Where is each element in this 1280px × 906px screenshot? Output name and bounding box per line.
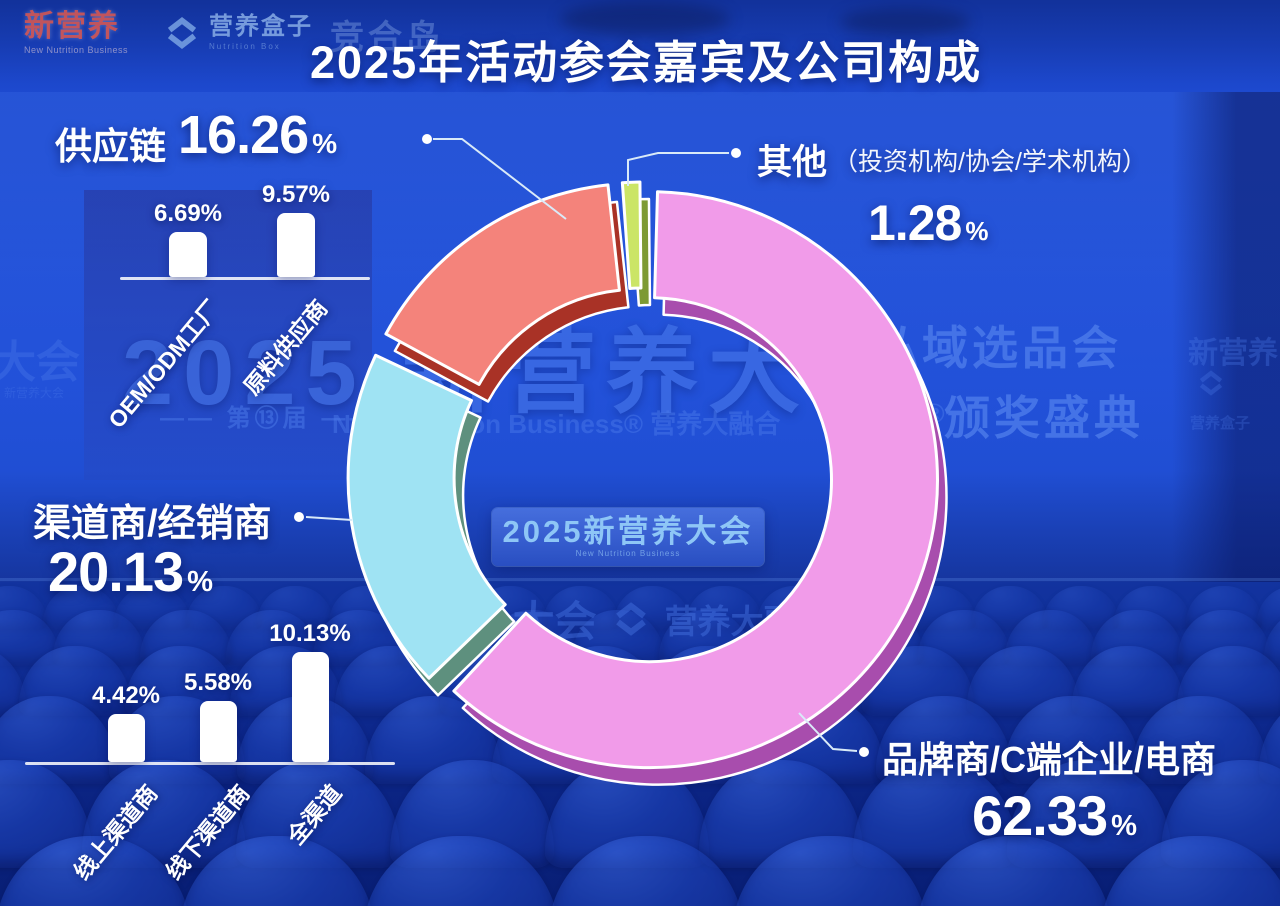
leader-dot-others — [731, 148, 741, 158]
leader-brand — [798, 712, 858, 752]
donut-segment-brand — [452, 190, 939, 770]
nutrition-box-logo-title: 营养盒子 — [209, 13, 313, 40]
supply-chain-bar-chart: 6.69% OEM/ODM工厂 9.57% 原料供应商 — [103, 180, 370, 480]
backdrop-left-fragment-sub: 新营养大会 — [4, 386, 65, 400]
nutrition-box-diamond-icon — [615, 601, 646, 636]
supply-chain-value-digits: 16.26 — [178, 105, 309, 165]
backdrop-edition-text: —— 第⑬届 —— — [160, 405, 378, 432]
channel-label: 渠道商/经销商 — [33, 503, 272, 545]
brand-value: 62.33% — [972, 788, 1137, 844]
bar-category-label: 全渠道 — [282, 779, 347, 850]
brand-percent-sign: % — [1111, 810, 1138, 842]
others-label: 其他 — [757, 143, 828, 182]
others-callout: 其他 （投资机构/协会/学术机构） — [757, 134, 1147, 185]
stage-podium-screen: 2025新营养大会 New Nutrition Business — [492, 508, 764, 566]
leader-supply-chain — [433, 138, 567, 220]
podium-subtitle: New Nutrition Business — [575, 549, 681, 558]
bar-原料供应商 — [277, 213, 315, 277]
nutrition-box-logo: 营养盒子 Nutrition Box — [163, 14, 313, 52]
podium-title: 2025新营养大会 — [502, 514, 754, 549]
channel-percent-sign: % — [187, 566, 214, 598]
bar-value-label: 9.57% — [261, 181, 331, 208]
bar-全渠道 — [291, 652, 329, 762]
bar-category-label: 线下渠道商 — [160, 779, 255, 885]
others-value-digits: 1.28 — [868, 195, 962, 251]
new-nutrition-logo-title: 新营养 — [24, 10, 120, 43]
leader-lines — [305, 138, 858, 752]
backdrop-right-line-2: 颁奖盛典 — [944, 392, 1144, 444]
right-dark-column — [1172, 92, 1280, 582]
leader-dots — [294, 134, 869, 757]
leader-dot-brand — [859, 747, 869, 757]
backdrop-left-fragment: 大会 — [0, 338, 80, 387]
bar-线下渠道商 — [199, 701, 237, 762]
new-nutrition-logo-subtitle: New Nutrition Business — [24, 45, 129, 55]
nutrition-box-diamond-icon — [167, 17, 197, 49]
others-percent-sign: % — [965, 216, 989, 246]
supply-chain-label: 供应链 — [55, 126, 166, 167]
supply-chain-percent-sign: % — [312, 128, 338, 159]
leader-channel — [305, 516, 353, 521]
others-note: （投资机构/协会/学术机构） — [833, 147, 1147, 176]
donut-segment-supply-chain — [384, 183, 621, 386]
nutrition-box-logo-subtitle: Nutrition Box — [209, 42, 281, 51]
side-logo-title: 新营养 — [1188, 337, 1278, 370]
bar-category-label: 原料供应商 — [238, 294, 333, 400]
channel-value: 20.13% — [48, 544, 213, 600]
brand-label: 品牌商/C端企业/电商 — [882, 739, 1217, 780]
bar-value-label: 6.69% — [153, 200, 223, 227]
bar-chart-baseline — [25, 762, 395, 765]
stage-truss-shadow — [560, 2, 730, 36]
bar-value-label: 5.58% — [183, 669, 253, 696]
side-logo-sub: 营养盒子 — [1190, 415, 1251, 432]
bar-OEM/ODM工厂 — [169, 232, 207, 277]
bar-value-label: 4.42% — [91, 682, 161, 709]
ceiling-strip — [0, 0, 1280, 92]
supply-chain-value: 16.26% — [178, 108, 337, 162]
bar-线上渠道商 — [107, 714, 145, 762]
brand-value-digits: 62.33 — [972, 784, 1108, 847]
stage-edge-glow — [0, 578, 1280, 581]
leader-others — [627, 152, 729, 186]
partner-logo-3: 竞合岛 — [330, 19, 444, 57]
bar-category-label: 线上渠道商 — [68, 779, 163, 885]
donut-segment-channel — [346, 353, 507, 680]
channel-bar-chart: 4.42% 线上渠道商 5.58% 线下渠道商 10.13% 全渠道 — [25, 615, 395, 906]
leader-dot-supply-chain — [422, 134, 432, 144]
channel-value-digits: 20.13 — [48, 540, 184, 603]
bar-chart-baseline — [120, 277, 370, 280]
leader-dot-channel — [294, 512, 304, 522]
others-value: 1.28% — [868, 198, 988, 248]
nutrition-box-diamond-icon — [1199, 370, 1223, 396]
page-title: 2025年活动参会嘉宾及公司构成 — [310, 37, 983, 88]
stage-truss-shadow — [840, 8, 970, 36]
screen-dark-panel — [84, 190, 372, 480]
bar-value-label: 10.13% — [269, 620, 351, 647]
new-nutrition-logo: 新营养 New Nutrition Business — [24, 12, 128, 55]
